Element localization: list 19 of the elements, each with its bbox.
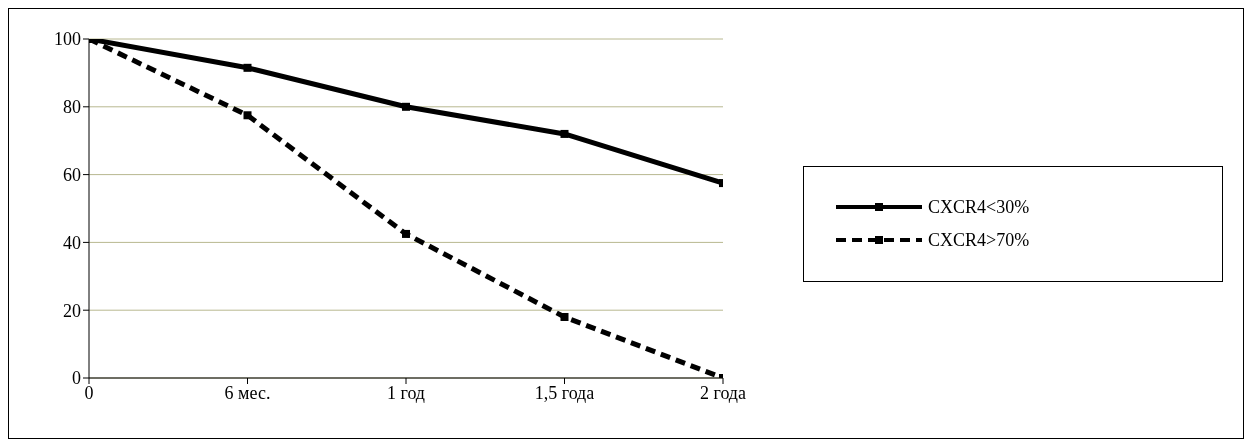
point [243,111,252,120]
y-tick-label: 40 [63,232,81,253]
point [560,312,569,321]
point [402,102,410,111]
point [402,229,410,238]
y-tick-label: 60 [63,164,81,185]
y-tick-label: 0 [72,368,81,389]
y-tick-label: 20 [63,300,81,321]
y-tick-label: 80 [63,97,81,118]
x-tick-label: 1 год [386,382,426,403]
x-tick-label: 6 мес. [224,382,271,403]
point [243,63,252,72]
x-tick-label: 2 года [699,382,747,403]
legend-label: CXCR4<30% [928,196,1030,218]
x-tick-label: 1,5 года [534,382,595,403]
y-tick-label: 100 [54,29,81,50]
point [560,129,569,138]
x-tick-label: 0 [84,382,94,403]
legend-label: CXCR4>70% [928,229,1030,251]
